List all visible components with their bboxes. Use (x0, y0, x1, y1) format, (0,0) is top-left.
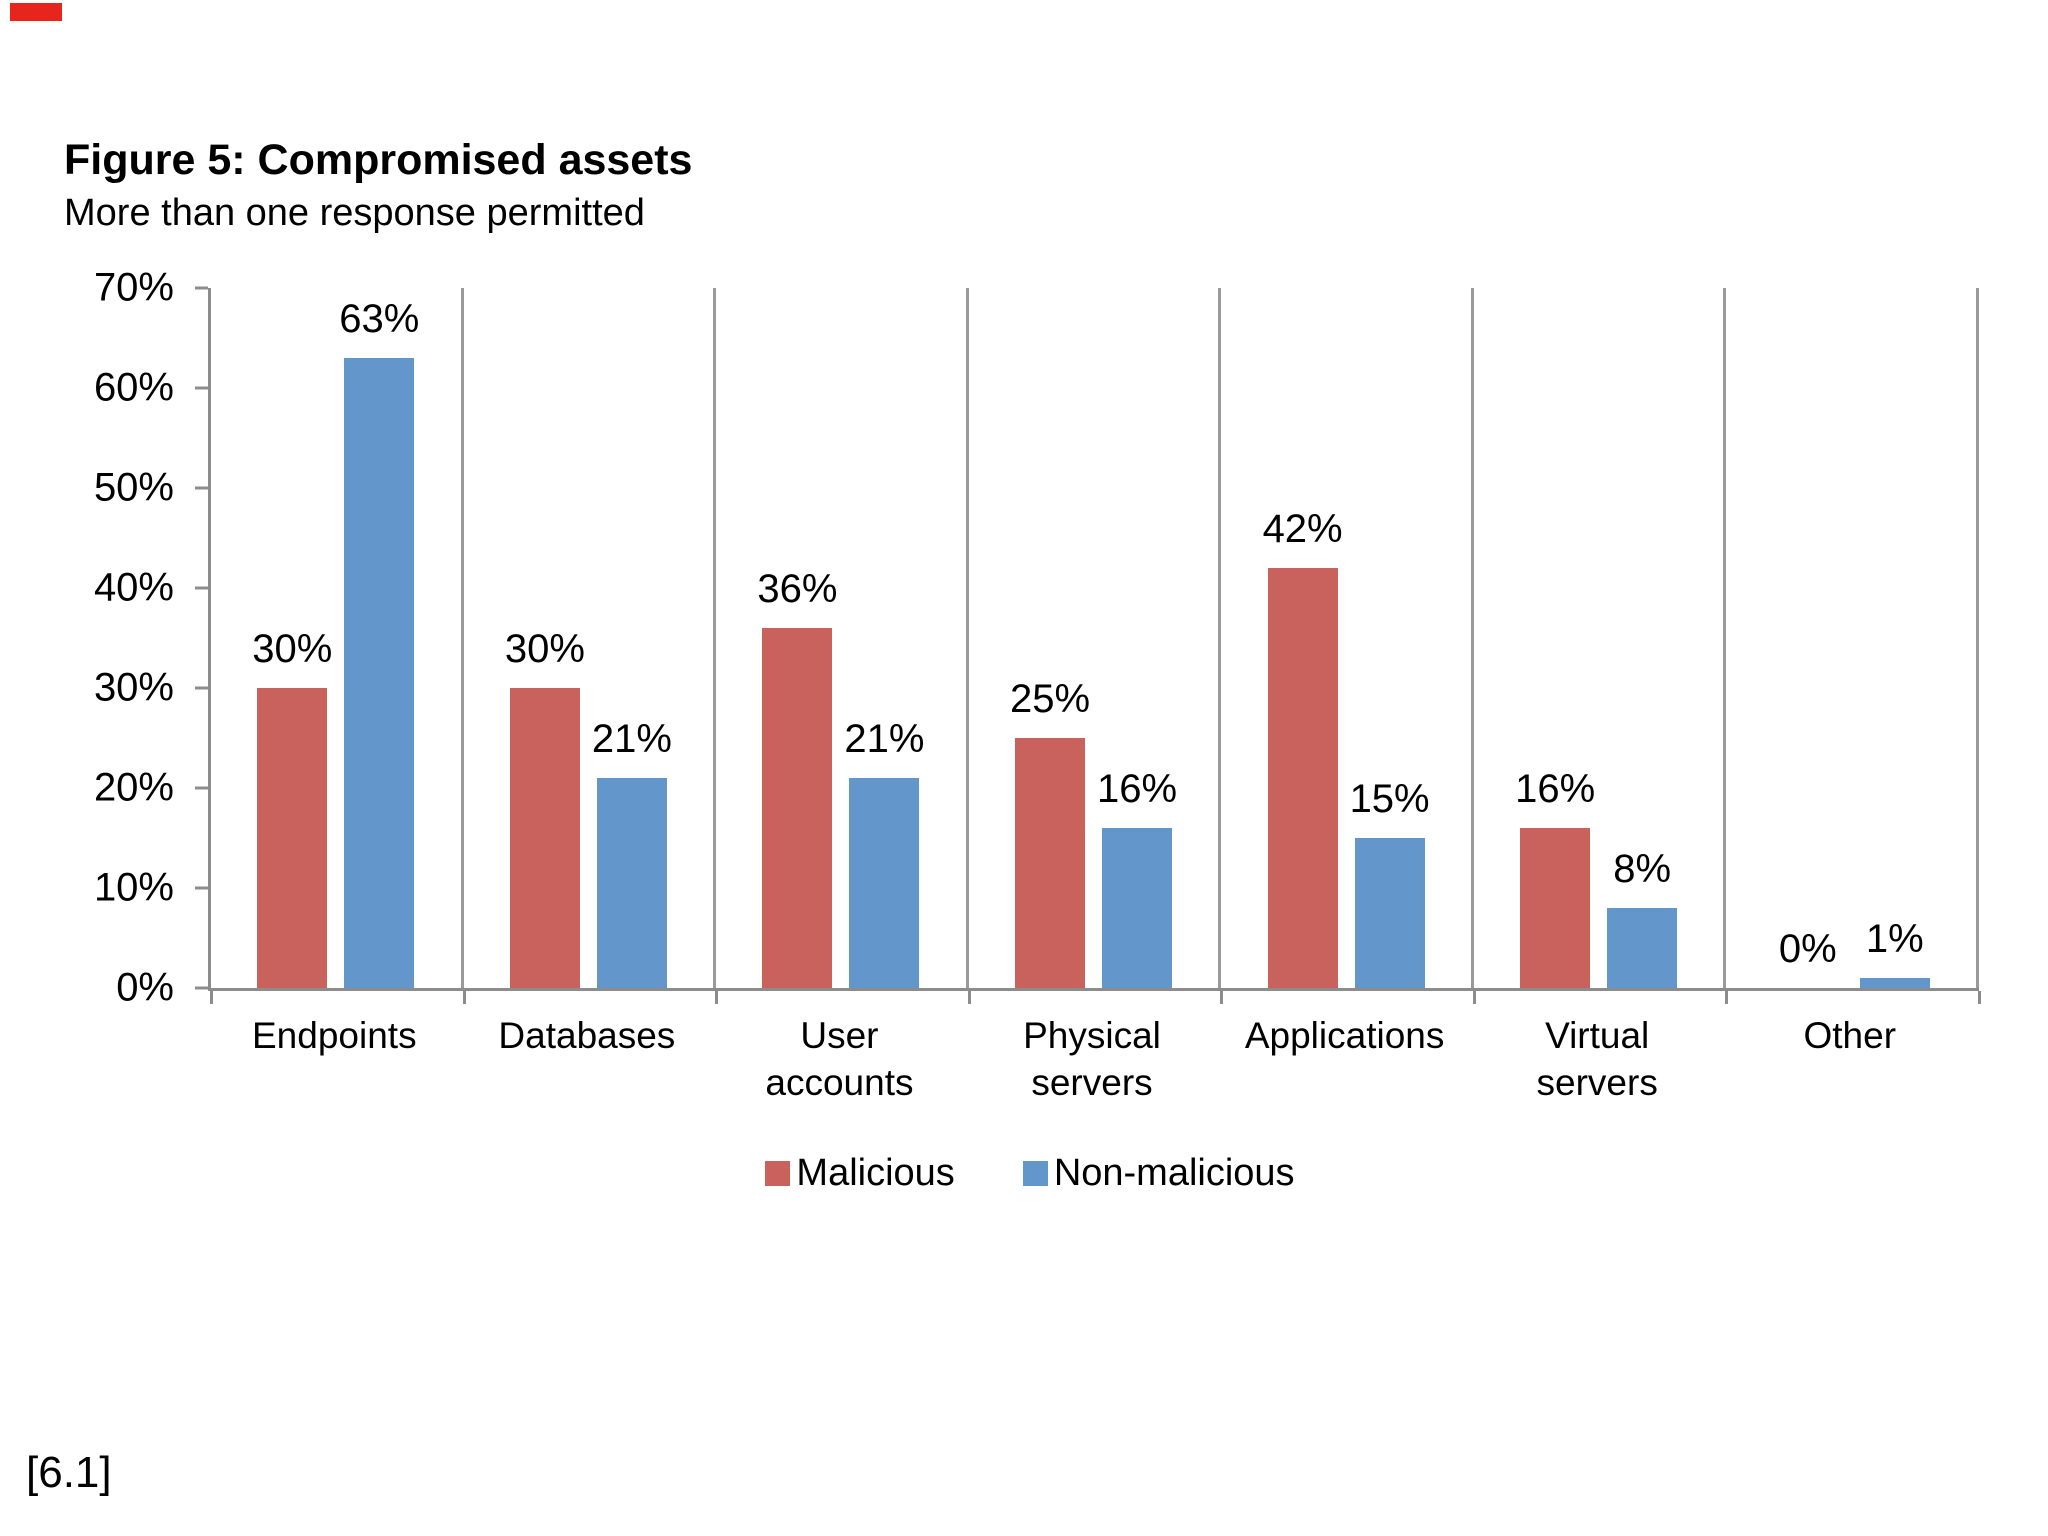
y-tick-label: 60% (93, 365, 174, 410)
category-cell: 30% 21% (464, 288, 717, 988)
bar-value-label: 21% (844, 717, 925, 761)
y-tick-mark (195, 386, 208, 390)
category-cell: 16% 8% (1474, 288, 1727, 988)
figure-subtitle: More than one response permitted (64, 192, 645, 234)
y-axis: 0% 10% 20% 30% 40% 50% 60% 70% (0, 266, 208, 1010)
x-axis-category-labels: Endpoints Databases User accounts Physical … (208, 1012, 1976, 1106)
y-tick-label: 20% (93, 765, 174, 810)
x-tick-mark (967, 991, 971, 1004)
bar-value-label: 36% (757, 567, 838, 611)
category-label: Virtual servers (1536, 1015, 1658, 1103)
bar-value-label: 30% (252, 627, 333, 671)
bar-value-label: 25% (1009, 677, 1091, 721)
category-label: Endpoints (252, 1015, 417, 1056)
bar-non-malicious: 21% (844, 717, 924, 988)
category-label: Physical servers (1023, 1015, 1161, 1103)
category-label: Databases (498, 1015, 676, 1056)
legend-item: Non-malicious (1022, 1152, 1295, 1195)
plot-area: 30% 63% 30% 21% 36% 21% 25% 16% 42% 15% 16% 8% 0% 1% (208, 288, 1981, 1004)
category-cell: 0% 1% (1726, 288, 1980, 988)
legend: Malicious Non-malicious (146, 1152, 1914, 1195)
category-label: Other (1803, 1015, 1897, 1056)
category-cell: 36% 21% (716, 288, 969, 988)
bar-value-label: 0% (1778, 927, 1837, 971)
legend-label: Malicious (796, 1152, 955, 1194)
bar-non-malicious: 15% (1350, 777, 1430, 988)
x-tick-mark (1472, 991, 1476, 1004)
bar-value-label: 30% (504, 627, 585, 671)
corner-marker (10, 3, 62, 21)
category-label: User accounts (765, 1015, 914, 1103)
bar-non-malicious: 63% (339, 297, 419, 988)
bar-malicious: 25% (1010, 677, 1090, 988)
bar-value-label: 16% (1096, 767, 1178, 811)
y-tick-label: 0% (116, 965, 174, 1010)
y-tick-mark (195, 686, 208, 690)
bar-value-label: 42% (1262, 507, 1343, 551)
bar-malicious: 30% (505, 627, 585, 988)
category-cell: 25% 16% (969, 288, 1222, 988)
y-tick-mark (195, 886, 208, 890)
x-tick-mark (1978, 991, 1981, 1004)
x-tick-mark (1220, 991, 1224, 1004)
y-tick-mark (195, 786, 208, 790)
bar-malicious: 16% (1515, 767, 1595, 988)
category-cell: 30% 63% (211, 288, 464, 988)
bar-value-label: 21% (591, 717, 672, 761)
category-label: Applications (1244, 1015, 1445, 1056)
y-tick-label: 50% (93, 465, 174, 510)
y-tick-label: 10% (93, 865, 174, 910)
y-tick-mark (195, 286, 208, 290)
bar-non-malicious: 8% (1607, 847, 1678, 988)
legend-swatch (765, 1161, 791, 1186)
legend-swatch (1022, 1161, 1048, 1186)
bar-malicious: 30% (252, 627, 332, 988)
y-tick-label: 30% (93, 665, 174, 710)
x-tick-mark (210, 991, 213, 1004)
legend-label: Non-malicious (1053, 1152, 1295, 1194)
bar-non-malicious: 21% (592, 717, 672, 988)
y-tick-mark (195, 986, 208, 990)
x-tick-mark (462, 991, 466, 1004)
figure-title: Figure 5: Compromised assets (64, 136, 693, 184)
y-tick-label: 70% (93, 265, 174, 310)
bar-value-label: 16% (1515, 767, 1596, 811)
bar-non-malicious: 16% (1097, 767, 1177, 988)
bar-value-label: 8% (1613, 847, 1672, 891)
x-tick-mark (1725, 991, 1729, 1004)
x-tick-mark (715, 991, 719, 1004)
bar-malicious: 42% (1263, 507, 1343, 988)
category-cell: 42% 15% (1221, 288, 1474, 988)
bar-non-malicious: 1% (1859, 917, 1930, 988)
bar-value-label: 63% (339, 297, 420, 341)
bar-malicious: 36% (757, 567, 837, 988)
y-tick-mark (195, 486, 208, 490)
bar-value-label: 1% (1865, 917, 1924, 961)
y-tick-mark (195, 586, 208, 590)
legend-item: Malicious (765, 1152, 955, 1195)
y-tick-label: 40% (93, 565, 174, 610)
citation-label: [6.1] (26, 1448, 112, 1497)
bar-value-label: 15% (1349, 777, 1430, 821)
